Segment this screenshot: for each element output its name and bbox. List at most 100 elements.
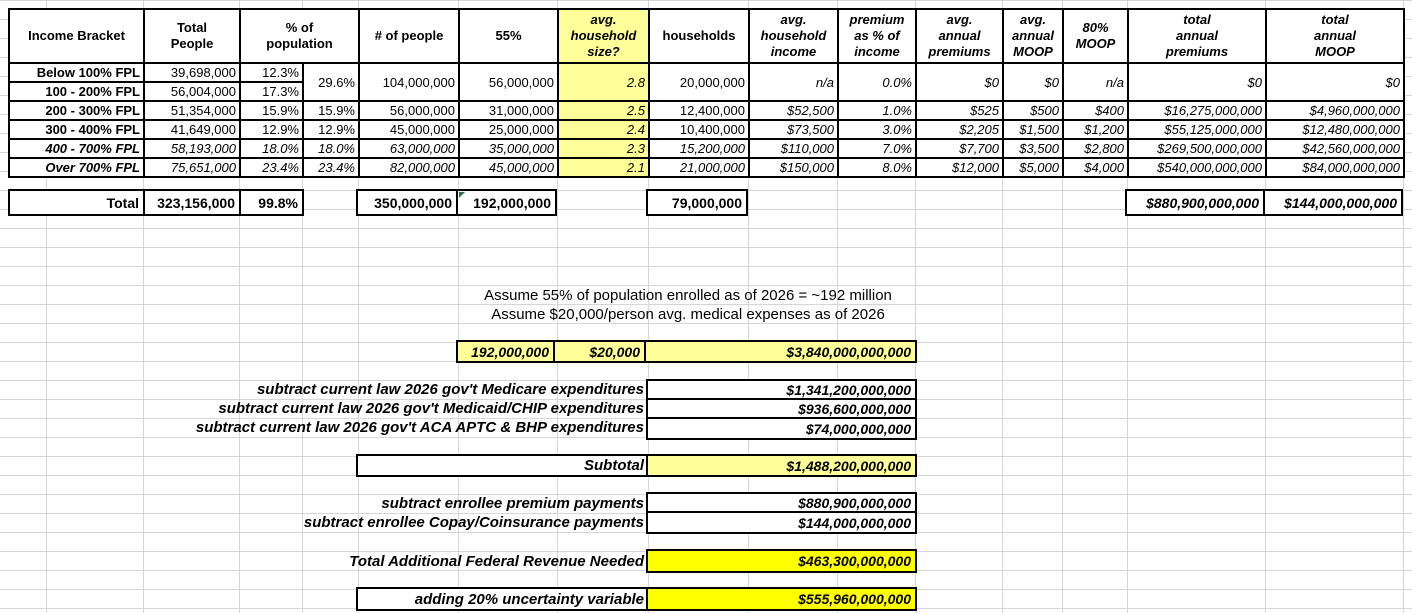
cell-total-people[interactable]: 56,004,000 <box>143 81 241 102</box>
cell-households[interactable]: 10,400,000 <box>648 119 750 140</box>
cell-bracket-label[interactable]: 200 - 300% FPL <box>8 100 145 121</box>
total-annual-premiums-cell[interactable]: $880,900,000,000 <box>1127 191 1265 214</box>
total-revenue-needed-value-box[interactable]: $463,300,000,000 <box>646 549 917 573</box>
cell-hh-income-merged[interactable]: n/a <box>748 62 839 102</box>
cell-hh-income[interactable]: $52,500 <box>748 100 839 121</box>
cell-pct2[interactable]: 23.4% <box>302 157 360 178</box>
enrollee-premium-label[interactable]: subtract enrollee premium payments <box>381 495 644 512</box>
cell-bracket-label[interactable]: Below 100% FPL <box>8 62 145 83</box>
aca-deduction-label[interactable]: subtract current law 2026 gov't ACA APTC… <box>195 419 644 436</box>
cell-total-people[interactable]: 39,698,000 <box>143 62 241 83</box>
enrollee-copay-value[interactable]: $144,000,000,000 <box>798 514 911 531</box>
medicare-deduction-value[interactable]: $1,341,200,000,000 <box>648 381 915 400</box>
total-households-cell[interactable]: 79,000,000 <box>671 194 742 211</box>
total-n-people-cell[interactable]: 350,000,000 <box>358 191 458 214</box>
cell-avg-moop-merged[interactable]: $0 <box>1002 62 1064 102</box>
enrollee-copay-label[interactable]: subtract enrollee Copay/Coinsurance paym… <box>303 514 644 531</box>
cell-hh-size-merged[interactable]: 2.8 <box>557 62 650 102</box>
header-n-people[interactable]: # of people <box>358 8 460 64</box>
cell-total-people[interactable]: 51,354,000 <box>143 100 241 121</box>
header-avg-household-size[interactable]: avg. household size? <box>557 8 650 64</box>
cell-pct[interactable]: 12.3% <box>239 62 304 83</box>
cell-tot-moop[interactable]: $12,480,000,000 <box>1265 119 1405 140</box>
cell-tot-moop[interactable]: $42,560,000,000 <box>1265 138 1405 159</box>
cell-tot-moop[interactable]: $84,000,000,000 <box>1265 157 1405 178</box>
cell-80moop[interactable]: $1,200 <box>1062 119 1129 140</box>
header-total-people[interactable]: Total People <box>143 8 241 64</box>
cell-tot-prem[interactable]: $16,275,000,000 <box>1127 100 1267 121</box>
cell-hh-income[interactable]: $110,000 <box>748 138 839 159</box>
cell-55pct[interactable]: 35,000,000 <box>458 138 559 159</box>
medicaid-deduction-label[interactable]: subtract current law 2026 gov't Medicaid… <box>218 400 644 417</box>
cell-hh-size[interactable]: 2.4 <box>557 119 650 140</box>
cell-prem-pct[interactable]: 8.0% <box>837 157 917 178</box>
medicaid-deduction-value[interactable]: $936,600,000,000 <box>648 400 915 419</box>
cell-pct[interactable]: 17.3% <box>239 81 304 102</box>
cell-prem-pct[interactable]: 1.0% <box>837 100 917 121</box>
cell-households[interactable]: 15,200,000 <box>648 138 750 159</box>
aca-deduction-value[interactable]: $74,000,000,000 <box>805 420 911 437</box>
per-person-cost-cell[interactable]: $20,000 <box>555 342 646 361</box>
cell-n-people[interactable]: 56,000,000 <box>358 100 460 121</box>
cell-80moop-merged[interactable]: n/a <box>1062 62 1129 102</box>
cell-n-people[interactable]: 45,000,000 <box>358 119 460 140</box>
cell-pct[interactable]: 23.4% <box>239 157 304 178</box>
cell-pct2[interactable]: 15.9% <box>302 100 360 121</box>
subtotal-label-box[interactable]: Subtotal <box>356 454 650 477</box>
cell-total-people[interactable]: 58,193,000 <box>143 138 241 159</box>
medicare-deduction-label[interactable]: subtract current law 2026 gov't Medicare… <box>256 381 644 398</box>
cell-hh-income[interactable]: $150,000 <box>748 157 839 178</box>
header-80pct-moop[interactable]: 80% MOOP <box>1062 8 1129 64</box>
cell-55pct-merged[interactable]: 56,000,000 <box>458 62 559 102</box>
cell-prem-pct[interactable]: 3.0% <box>837 119 917 140</box>
cell-bracket-label[interactable]: 400 - 700% FPL <box>8 138 145 159</box>
cell-bracket-label[interactable]: Over 700% FPL <box>8 157 145 178</box>
cell-hh-size[interactable]: 2.3 <box>557 138 650 159</box>
cell-avg-moop[interactable]: $5,000 <box>1002 157 1064 178</box>
cell-bracket-label[interactable]: 100 - 200% FPL <box>8 81 145 102</box>
cell-80moop[interactable]: $4,000 <box>1062 157 1129 178</box>
header-55pct[interactable]: 55% <box>458 8 559 64</box>
header-total-annual-premiums[interactable]: total annual premiums <box>1127 8 1267 64</box>
cell-avg-prem-merged[interactable]: $0 <box>915 62 1004 102</box>
cell-tot-prem[interactable]: $55,125,000,000 <box>1127 119 1267 140</box>
header-avg-annual-premiums[interactable]: avg. annual premiums <box>915 8 1004 64</box>
header-households[interactable]: households <box>648 8 750 64</box>
header-total-annual-moop[interactable]: total annual MOOP <box>1265 8 1405 64</box>
cell-n-people[interactable]: 63,000,000 <box>358 138 460 159</box>
cell-total-people[interactable]: 41,649,000 <box>143 119 241 140</box>
enrolled-count-cell[interactable]: 192,000,000 <box>458 342 555 361</box>
cell-80moop[interactable]: $400 <box>1062 100 1129 121</box>
uncertainty-value-box[interactable]: $555,960,000,000 <box>646 587 917 611</box>
cell-tot-prem[interactable]: $540,000,000,000 <box>1127 157 1267 178</box>
total-annual-moop-cell[interactable]: $144,000,000,000 <box>1284 194 1397 211</box>
cell-55pct[interactable]: 25,000,000 <box>458 119 559 140</box>
header-premium-pct-income[interactable]: premium as % of income <box>837 8 917 64</box>
cell-avg-prem[interactable]: $7,700 <box>915 138 1004 159</box>
cell-tot-prem-merged[interactable]: $0 <box>1127 62 1267 102</box>
cell-avg-prem[interactable]: $12,000 <box>915 157 1004 178</box>
total-pct-cell[interactable]: 99.8% <box>258 194 298 211</box>
cell-hh-size[interactable]: 2.5 <box>557 100 650 121</box>
header-pct-population[interactable]: % of population <box>239 8 360 64</box>
header-income-bracket[interactable]: Income Bracket <box>8 8 145 64</box>
total-55pct-cell[interactable]: 192,000,000 <box>458 191 555 214</box>
cell-households-merged[interactable]: 20,000,000 <box>648 62 750 102</box>
cell-avg-prem[interactable]: $2,205 <box>915 119 1004 140</box>
cell-households[interactable]: 21,000,000 <box>648 157 750 178</box>
header-avg-household-income[interactable]: avg. household income <box>748 8 839 64</box>
assumption-expenses[interactable]: Assume $20,000/person avg. medical expen… <box>491 306 885 323</box>
cell-tot-moop[interactable]: $4,960,000,000 <box>1265 100 1405 121</box>
cell-pct2[interactable]: 18.0% <box>302 138 360 159</box>
cell-tot-moop-merged[interactable]: $0 <box>1265 62 1405 102</box>
uncertainty-label-box[interactable]: adding 20% uncertainty variable <box>356 587 650 611</box>
cell-pct[interactable]: 12.9% <box>239 119 304 140</box>
total-people-cell[interactable]: 323,156,000 <box>145 191 241 214</box>
cell-pct-merged[interactable]: 29.6% <box>302 62 360 102</box>
cell-prem-pct-merged[interactable]: 0.0% <box>837 62 917 102</box>
assumption-enrollment[interactable]: Assume 55% of population enrolled as of … <box>484 287 892 304</box>
cell-n-people-merged[interactable]: 104,000,000 <box>358 62 460 102</box>
cell-bracket-label[interactable]: 300 - 400% FPL <box>8 119 145 140</box>
cell-55pct[interactable]: 45,000,000 <box>458 157 559 178</box>
cell-pct[interactable]: 15.9% <box>239 100 304 121</box>
